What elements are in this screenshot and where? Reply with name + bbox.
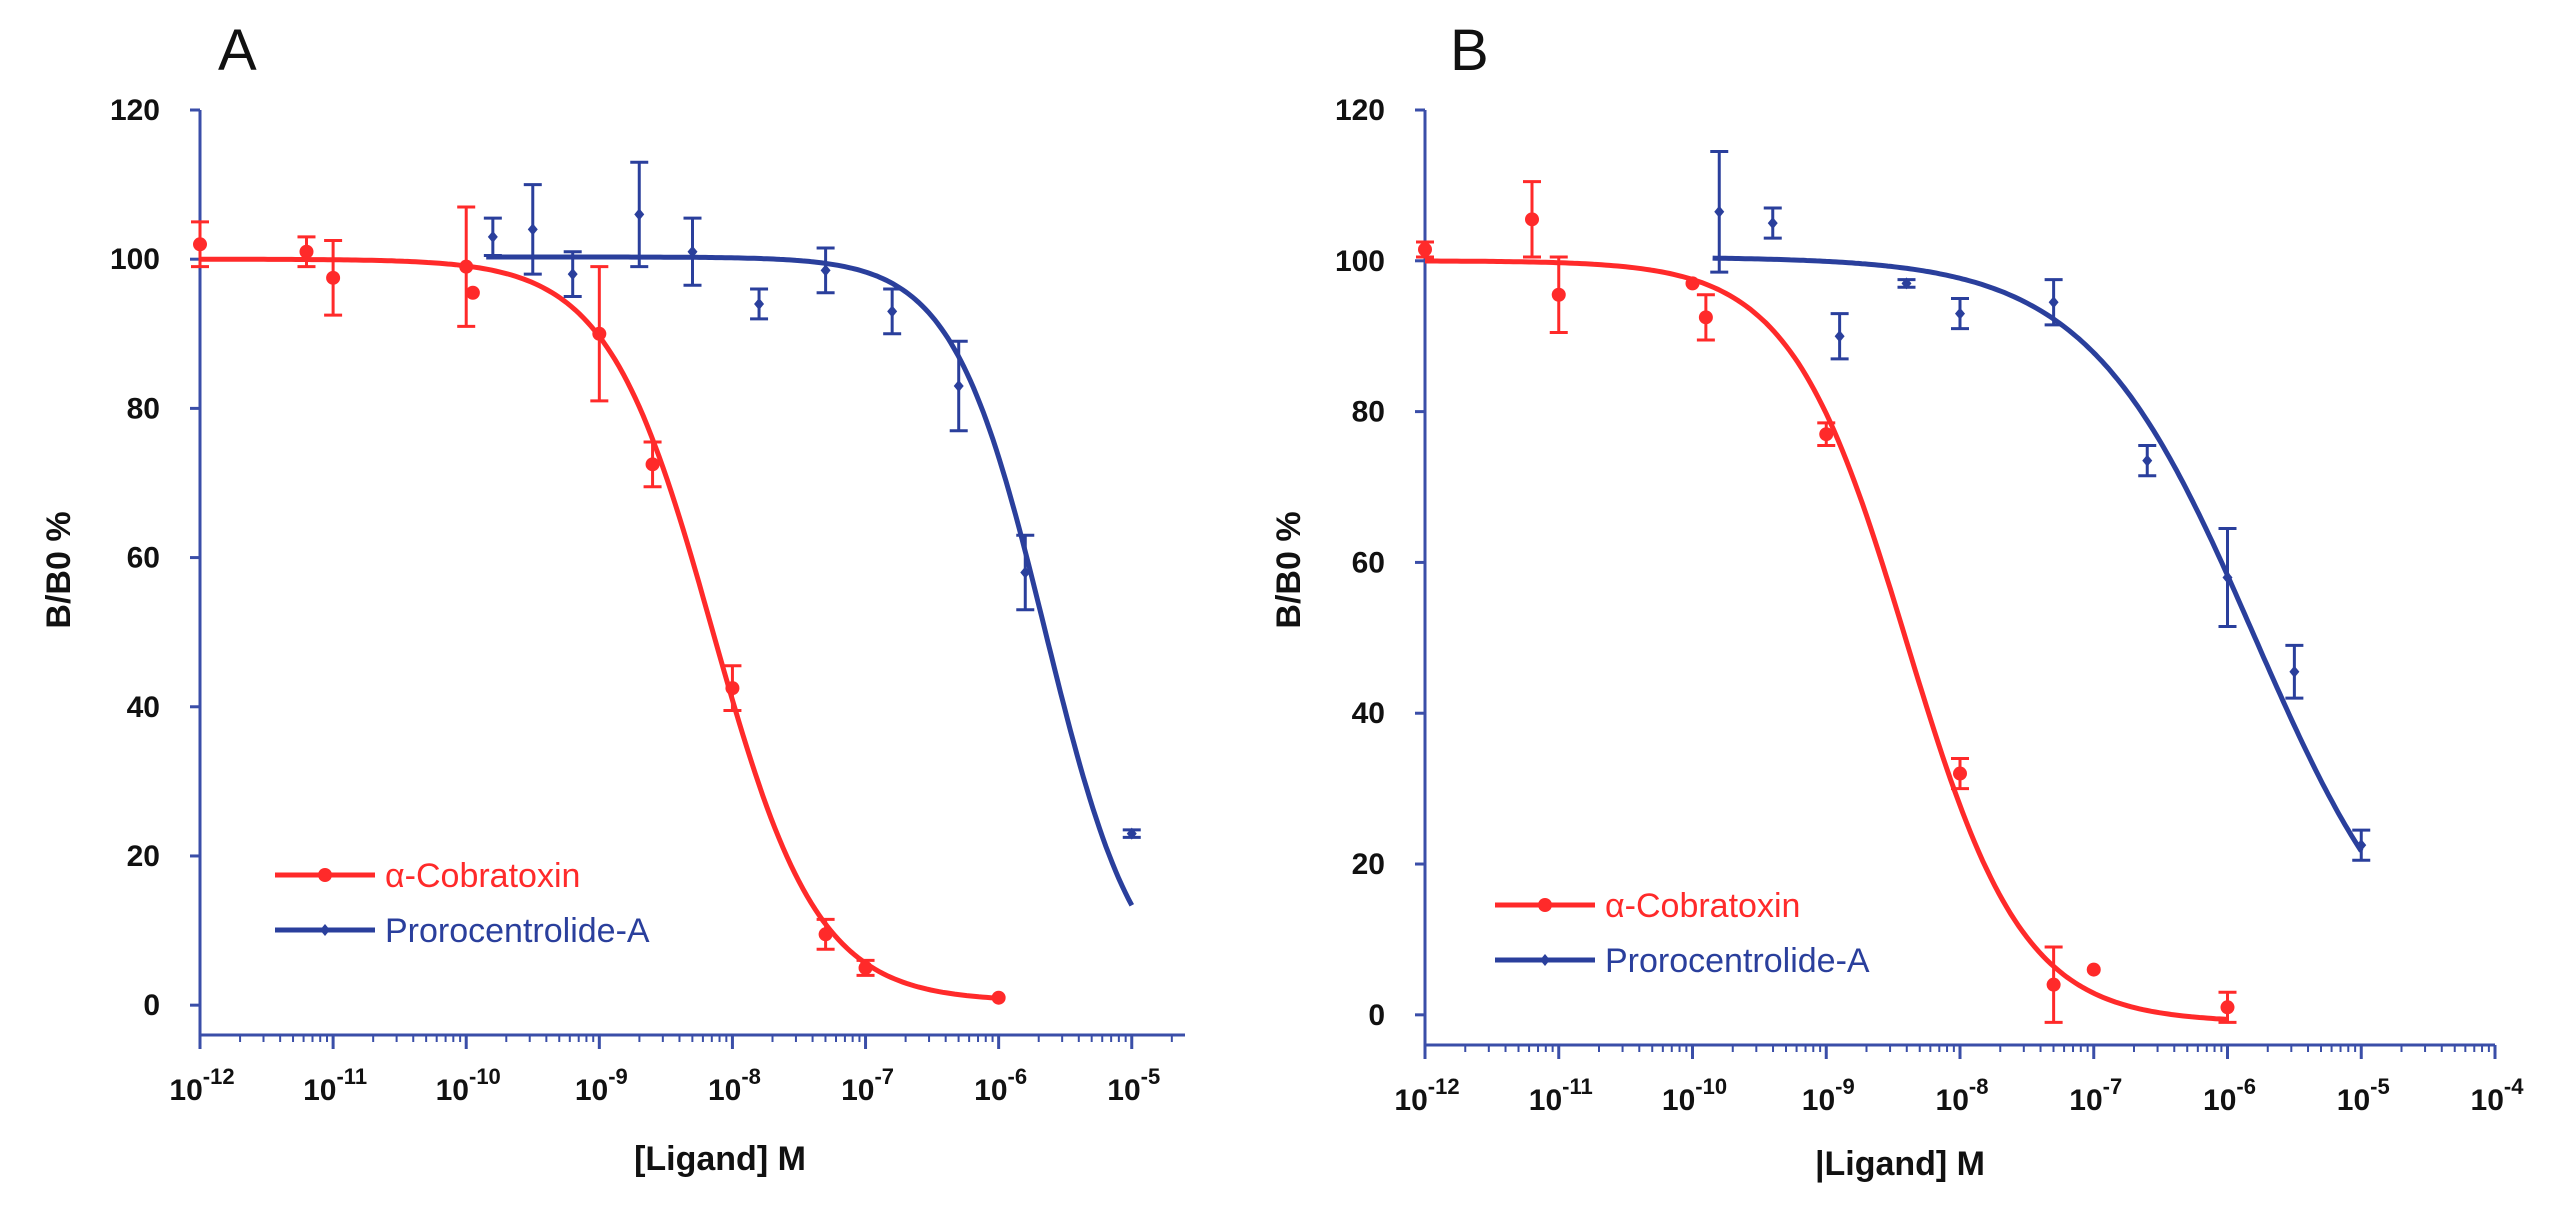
prorocentrolide-legend-label: Prorocentrolide-A <box>385 912 650 950</box>
prorocentrolide-data-point <box>2222 571 2233 584</box>
prorocentrolide-data-point <box>687 245 698 258</box>
prorocentrolide-data-point <box>2289 665 2300 678</box>
x-tick-label: 10-5 <box>2337 1074 2390 1117</box>
cobratoxin-data-point <box>1551 287 1566 302</box>
y-tick-label: 100 <box>1335 245 1385 278</box>
prorocentrolide-data-point <box>887 305 898 318</box>
y-tick-label: 60 <box>1352 546 1385 579</box>
cobratoxin-data-point <box>459 259 474 274</box>
cobratoxin-data-point <box>465 285 480 300</box>
x-tick-label: 10-11 <box>303 1064 367 1107</box>
y-axis-title: B/B0 % <box>1270 511 1308 628</box>
prorocentrolide-legend-marker <box>320 924 330 936</box>
prorocentrolide-legend-label: Prorocentrolide-A <box>1605 942 1870 980</box>
x-tick-label: 10-10 <box>436 1064 501 1107</box>
prorocentrolide-data-point <box>2356 839 2367 852</box>
prorocentrolide-data-point <box>1020 566 1031 579</box>
prorocentrolide-data-point <box>1714 205 1725 218</box>
cobratoxin-data-point <box>299 244 314 259</box>
prorocentrolide-legend-marker <box>1540 954 1550 966</box>
x-tick-label: 10-9 <box>1802 1074 1855 1117</box>
y-tick-label: 120 <box>110 94 160 127</box>
chart-panel-a: A 0 20 40 60 80 100 120 10-12 10-11 10-10 10-9 10-8 1… <box>40 18 1185 1178</box>
x-tick-label: 10-12 <box>169 1064 234 1107</box>
x-tick-label: 10-12 <box>1394 1074 1459 1117</box>
cobratoxin-legend-marker <box>318 868 332 882</box>
x-tick-label: 10-10 <box>1662 1074 1727 1117</box>
x-axis-title: [Ligand] M <box>634 1140 806 1178</box>
cobratoxin-data-point <box>1953 766 1967 781</box>
cobratoxin-data-point <box>2220 1000 2235 1015</box>
cobratoxin-data-point <box>592 326 607 341</box>
cobratoxin-data-point <box>2046 977 2061 992</box>
prorocentrolide-data-point <box>634 208 645 221</box>
y-axis-title: B/B0 % <box>40 511 78 628</box>
cobratoxin-legend-label: α-Cobratoxin <box>1605 887 1800 925</box>
x-tick-label: 10-4 <box>2471 1074 2525 1117</box>
y-tick-label: 80 <box>127 392 160 425</box>
prorocentrolide-data-point <box>1834 330 1845 343</box>
y-tick-label: 20 <box>1352 848 1385 881</box>
y-tick-label: 0 <box>1368 999 1385 1032</box>
x-tick-label: 10-6 <box>2203 1074 2256 1117</box>
x-tick-label: 10-8 <box>1936 1074 1989 1117</box>
cobratoxin-data-point <box>1525 212 1539 227</box>
x-tick-label: 10-11 <box>1529 1074 1593 1117</box>
prorocentrolide-data-point <box>1767 217 1778 230</box>
panel-label: A <box>218 18 257 83</box>
y-tick-label: 20 <box>127 840 160 873</box>
cobratoxin-legend-marker <box>1538 898 1552 912</box>
cobratoxin-legend-label: α-Cobratoxin <box>385 857 580 895</box>
x-tick-label: 10-7 <box>841 1064 894 1107</box>
panel-label: B <box>1450 18 1489 83</box>
cobratoxin-data-point <box>991 990 1006 1005</box>
x-tick-label: 10-9 <box>575 1064 628 1107</box>
prorocentrolide-data-point <box>1126 827 1137 840</box>
cobratoxin-data-point <box>858 960 873 975</box>
chart-panel-b: B 0 20 40 60 80 100 120 10-12 10-11 10-10 10-9 10-8 1… <box>1270 18 2524 1183</box>
cobratoxin-data-point <box>2086 962 2101 977</box>
y-tick-label: 0 <box>143 989 160 1022</box>
x-tick-label: 10-8 <box>708 1064 761 1107</box>
prorocentrolide-data-point <box>953 380 964 393</box>
cobratoxin-data-point <box>818 927 833 942</box>
cobratoxin-data-point <box>725 681 740 696</box>
x-tick-label: 10-7 <box>2069 1074 2122 1117</box>
prorocentrolide-data-point <box>2048 296 2059 309</box>
prorocentrolide-data-point <box>567 268 578 281</box>
y-tick-label: 40 <box>127 691 160 724</box>
prorocentrolide-fit-curve <box>486 254 1135 907</box>
prorocentrolide-data-point <box>527 223 538 236</box>
prorocentrolide-data-point <box>1901 277 1912 290</box>
prorocentrolide-data-point <box>2142 454 2153 467</box>
cobratoxin-data-point <box>1698 310 1713 325</box>
prorocentrolide-data-point <box>487 230 498 243</box>
cobratoxin-data-point <box>193 237 207 252</box>
cobratoxin-data-point <box>1685 276 1700 291</box>
y-tick-label: 60 <box>127 542 160 575</box>
x-tick-label: 10-6 <box>974 1064 1027 1107</box>
y-tick-label: 100 <box>110 243 160 276</box>
x-tick-label: 10-5 <box>1107 1064 1160 1107</box>
cobratoxin-data-point <box>1819 427 1834 442</box>
prorocentrolide-data-point <box>754 297 765 310</box>
cobratoxin-data-point <box>645 457 660 472</box>
cobratoxin-data-point <box>326 270 341 285</box>
prorocentrolide-data-point <box>1955 307 1965 320</box>
x-axis-title: |Ligand] M <box>1815 1145 1985 1183</box>
cobratoxin-data-point <box>1418 242 1432 257</box>
prorocentrolide-data-point <box>820 264 831 277</box>
y-tick-label: 40 <box>1352 697 1385 730</box>
prorocentrolide-fit-curve <box>1712 255 2364 853</box>
y-tick-label: 80 <box>1352 396 1385 429</box>
y-tick-label: 120 <box>1335 94 1385 127</box>
